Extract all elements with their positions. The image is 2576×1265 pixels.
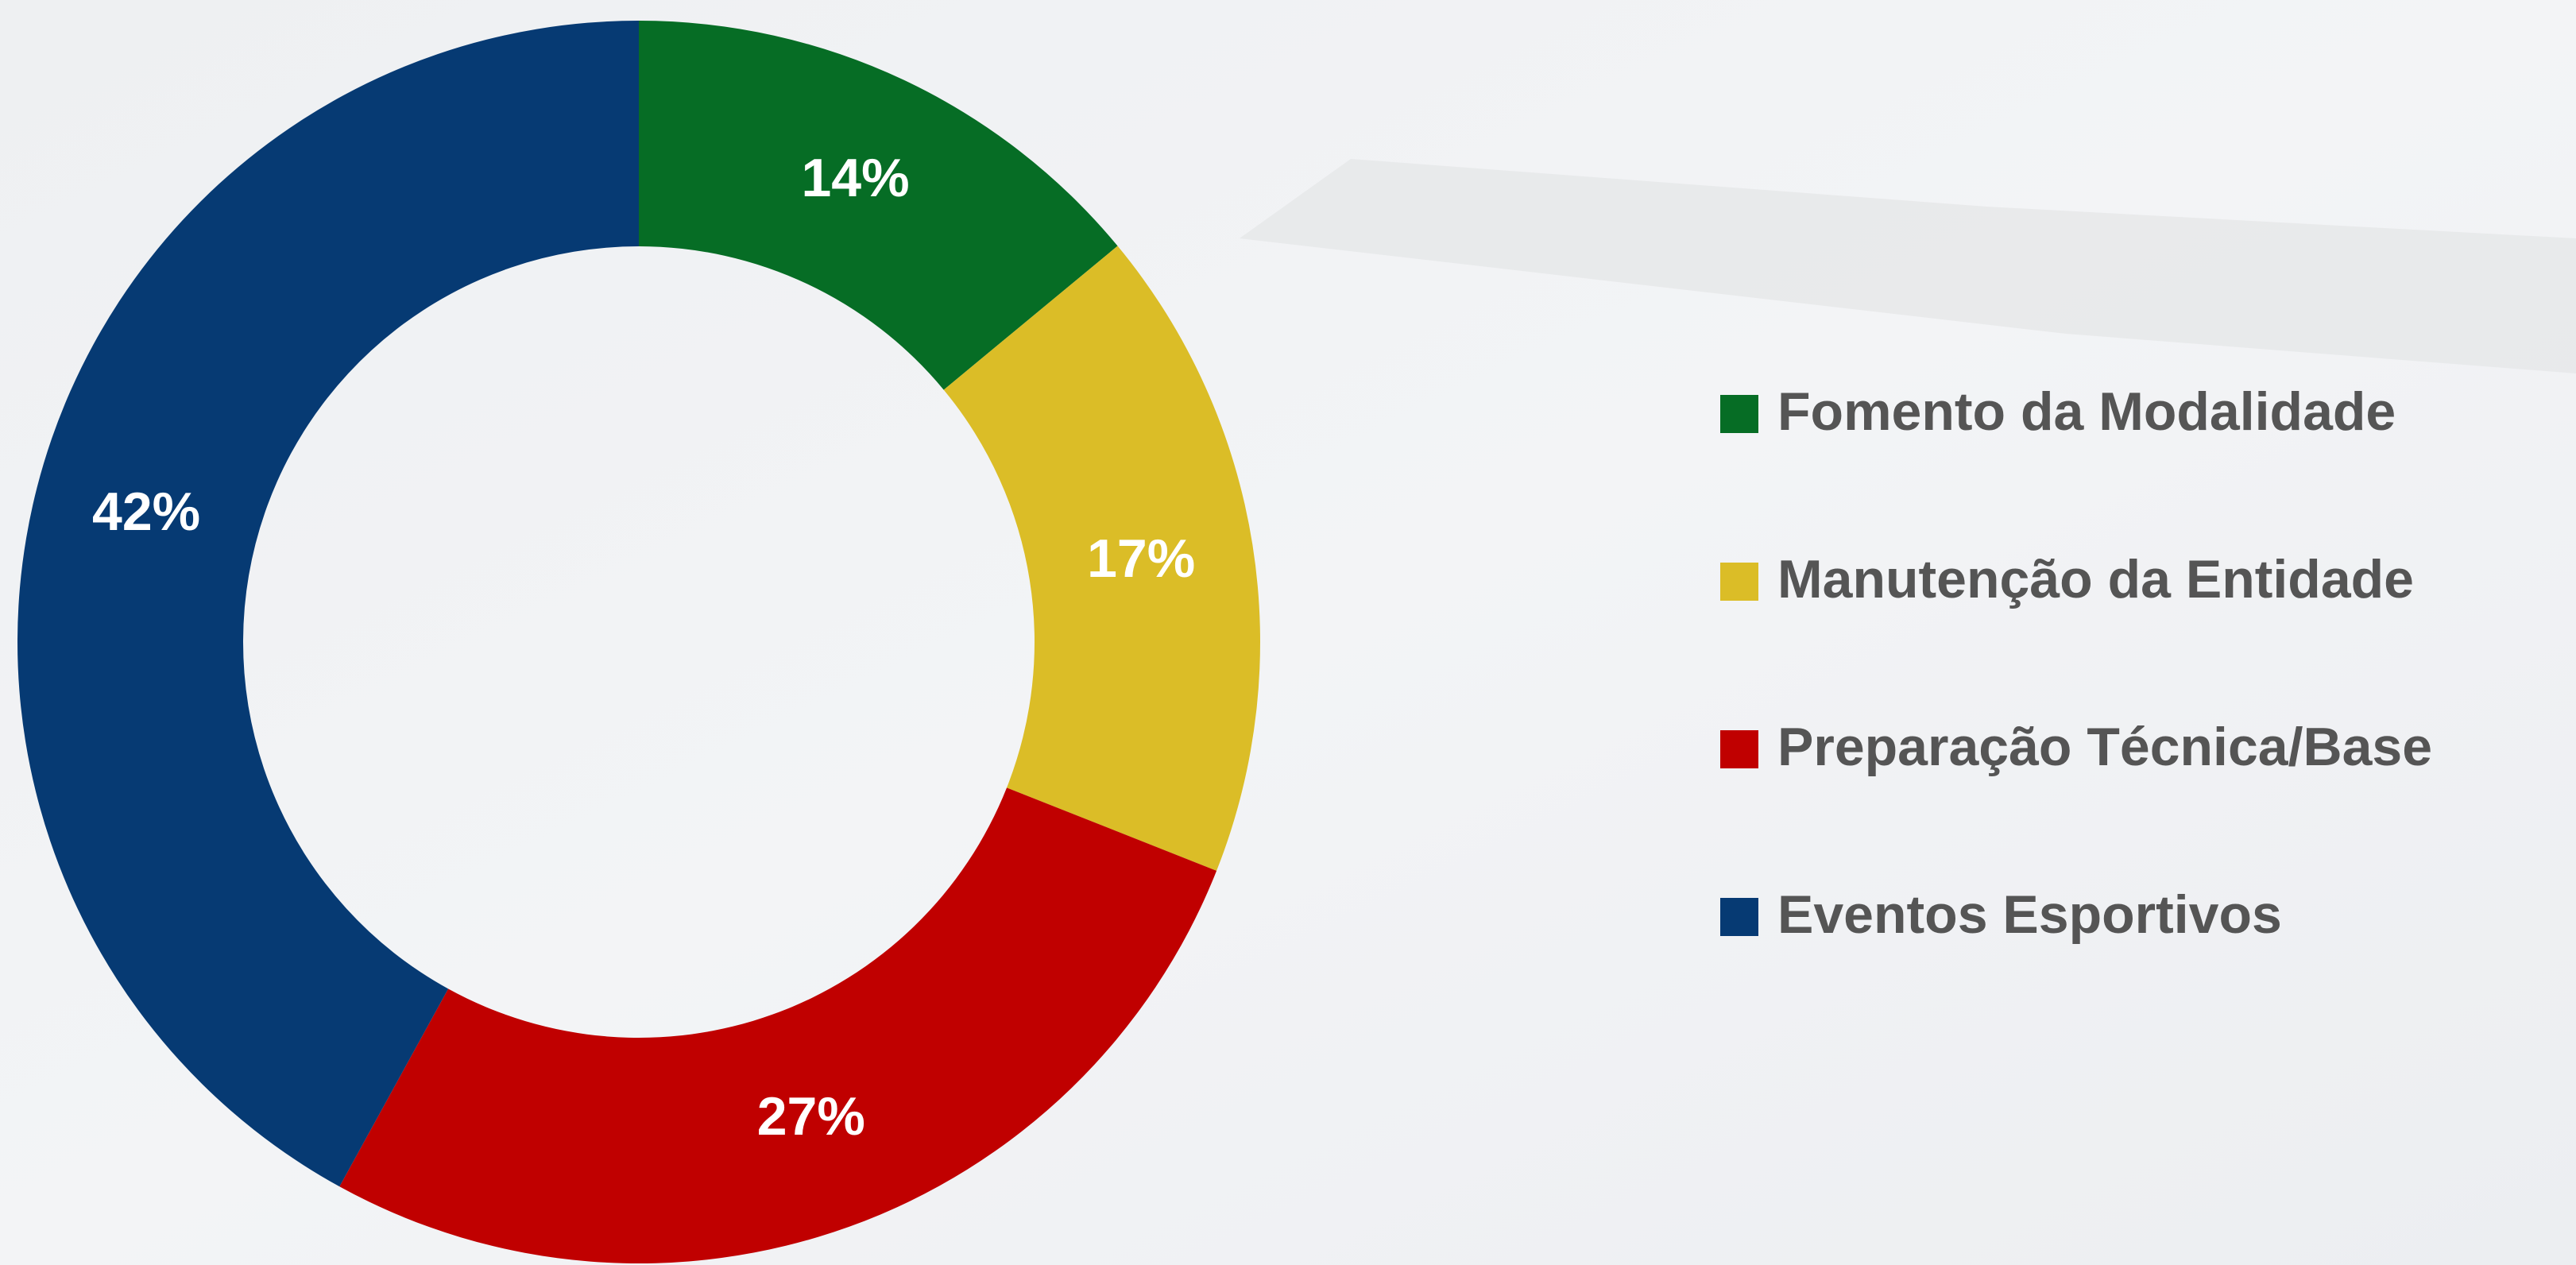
page: {"chart_data": {"type": "pie", "donut": … [0,0,2576,1265]
chart: 14% 17% 27% 42% Fomento da Modalidade Manuten… [0,0,2576,1265]
legend-swatch [1720,730,1758,768]
legend-swatch [1720,898,1758,936]
data-label: 14% [801,148,909,208]
legend-label: Fomento da Modalidade [1777,381,2396,442]
legend-label: Manutenção da Entidade [1777,549,2414,609]
legend-swatch [1720,563,1758,601]
legend-swatch [1720,395,1758,433]
data-label: 27% [757,1086,865,1147]
data-label: 17% [1087,528,1195,589]
data-label: 42% [92,482,200,542]
legend-label: Eventos Esportivos [1777,884,2282,945]
legend-label: Preparação Técnica/Base [1777,717,2432,777]
